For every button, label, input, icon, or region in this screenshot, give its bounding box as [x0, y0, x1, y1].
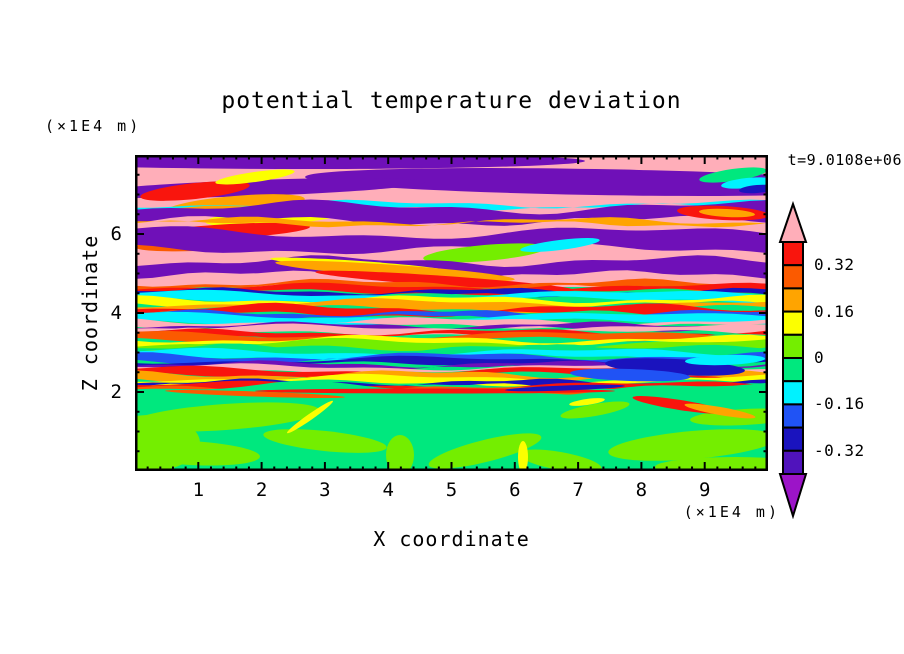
x-tick-label: 9: [698, 479, 711, 501]
x-tick-label: 5: [445, 479, 458, 501]
x-tick-label: 7: [572, 479, 584, 501]
colorbar-tick-label: 0: [814, 348, 825, 367]
colorbar-top-arrow: [778, 201, 808, 243]
x-axis-units-label: (×1E4 m): [683, 503, 780, 521]
colorbar: [778, 201, 808, 519]
x-tick-label: 2: [255, 479, 268, 501]
y-tick-label: 2: [110, 381, 122, 403]
colorbar-tick-label: 0.32: [814, 255, 855, 275]
x-tick-label: 6: [509, 479, 521, 501]
contour-plot: [135, 155, 768, 471]
colorbar-tick-label: 0.16: [814, 301, 855, 321]
contour-field: [135, 155, 768, 471]
y-tick-label: 6: [110, 223, 122, 245]
plot-border: [135, 155, 768, 471]
chart-title: potential temperature deviation: [221, 88, 682, 114]
colorbar-tick-label: -0.16: [814, 394, 865, 414]
x-tick-label: 3: [319, 479, 331, 501]
colorbar-bottom-arrow: [778, 473, 808, 519]
time-annotation: t=9.0108e+06: [787, 151, 902, 169]
colorbar-blocks: [782, 241, 804, 476]
colorbar-tick-label: -0.32: [814, 440, 865, 460]
y-tick-label: 4: [110, 302, 122, 324]
x-tick-label: 4: [382, 479, 394, 501]
x-tick-label: 1: [192, 479, 205, 501]
x-axis-title: X coordinate: [373, 527, 530, 551]
x-tick-label: 8: [635, 479, 648, 501]
y-axis-units-label: (×1E4 m): [45, 117, 142, 135]
